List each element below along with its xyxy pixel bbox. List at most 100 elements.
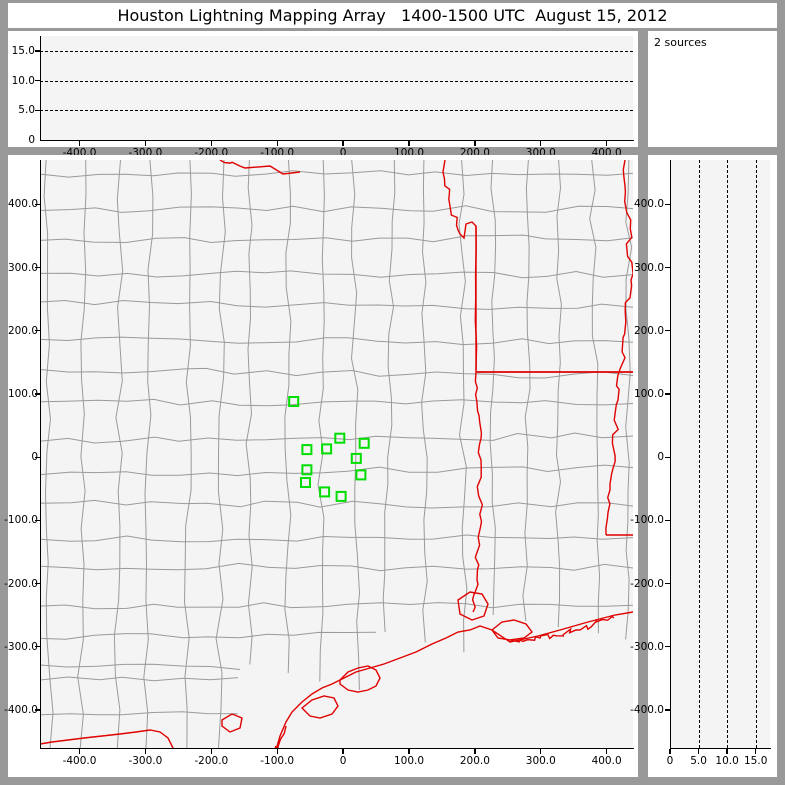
ns-ytick-mark-5 — [665, 393, 671, 395]
xtick-mark-7 — [540, 141, 542, 146]
ns-xtick-mark-3 — [755, 749, 757, 754]
xtick-mark-8 — [605, 141, 608, 146]
coastline — [40, 591, 633, 748]
altitude-ew-ytick-1: 5.0 — [18, 104, 35, 117]
altitude-ns-xtick-3: 15.0 — [743, 755, 768, 767]
xtick-mark-6 — [474, 141, 476, 146]
source-count-panel: 2 sources — [648, 31, 777, 147]
map-xtick-5: 100.0 — [393, 755, 425, 767]
map-xtick-7: 300.0 — [525, 755, 556, 767]
map-xtick-mark-3 — [276, 749, 278, 754]
map-xtick-3: -100.0 — [260, 755, 295, 767]
altitude-vs-east-west-panel: 0 5.0 10.0 15.0 -400.0 -300.0 -200.0 -100.0 0 10… — [8, 31, 638, 159]
altitude-ew-y-axis — [40, 36, 42, 141]
ns-ytick-mark-8 — [665, 203, 671, 205]
altitude-ns-xtick-1: 5.0 — [690, 755, 707, 767]
altitude-ns-ytick-6: 200.0 — [633, 324, 664, 337]
map-ytick-6: 200.0 — [7, 324, 38, 337]
altitude-ns-ytick-1: -300.0 — [630, 640, 664, 653]
map-ytick-4: 0 — [0, 451, 38, 463]
xtick-mark-2 — [210, 141, 212, 146]
ns-xtick-mark-1 — [697, 749, 700, 754]
map-ytick-mark-1 — [35, 646, 41, 648]
map-y-axis — [40, 160, 42, 749]
page-title: Houston Lightning Mapping Array 1400-150… — [117, 6, 668, 25]
map-ytick-mark-4 — [35, 456, 41, 458]
ns-ytick-mark-1 — [665, 646, 671, 648]
map-ytick-0: -400.0 — [4, 704, 38, 717]
altitude-ns-ytick-5: 100.0 — [633, 387, 664, 400]
map-ytick-mark-0 — [35, 709, 41, 711]
altitude-ns-ytick-3: -100.0 — [630, 514, 664, 527]
altitude-vs-north-south-panel: 0 5.0 10.0 15.0 -400.0 -300.0 -200.0 -100.0 0 10… — [630, 155, 777, 777]
altitude-ns-ytick-4: 0 — [657, 451, 664, 464]
altitude-ew-x-axis — [40, 140, 634, 142]
altitude-ew-ytick-2: 10.0 — [11, 74, 35, 87]
ns-xtick-mark-0 — [669, 749, 671, 754]
source-marker — [334, 432, 346, 444]
altitude-ns-ytick-0: -400.0 — [630, 704, 664, 717]
source-marker — [319, 486, 331, 498]
map-ytick-7: 300.0 — [7, 261, 38, 274]
map-xtick-mark-8 — [605, 749, 608, 754]
altitude-ns-y-axis — [670, 160, 672, 749]
map-ytick-mark-8 — [35, 203, 41, 205]
map-xtick-mark-5 — [408, 749, 410, 754]
map-xtick-mark-7 — [540, 749, 542, 754]
source-marker — [358, 437, 370, 449]
map-plot-area[interactable] — [40, 160, 633, 748]
county-boundaries — [40, 160, 633, 748]
xtick-mark-5 — [408, 141, 410, 146]
map-xtick-mark-4 — [342, 749, 344, 754]
source-marker — [301, 464, 313, 476]
source-marker — [301, 444, 313, 456]
source-marker — [350, 452, 362, 464]
altitude-ew-xtick-4: 0 — [339, 147, 347, 159]
plan-view-map-panel[interactable]: -400.0 -300.0 -200.0 -100.0 0 100.0 200.0 300.0… — [4, 155, 638, 777]
altitude-ns-ytick-7: 300.0 — [633, 261, 664, 274]
altitude-ew-ytick-3: 15.0 — [11, 44, 35, 57]
ytick-mark-3 — [35, 50, 41, 52]
map-xtick-4: 0 — [339, 755, 347, 767]
ns-ytick-mark-0 — [665, 709, 671, 711]
map-xtick-mark-6 — [474, 749, 476, 754]
gridline-y-1 — [40, 110, 633, 112]
ns-ytick-mark-2 — [665, 582, 671, 585]
map-ytick-mark-2 — [35, 582, 41, 585]
altitude-ew-plot-area — [40, 36, 633, 140]
source-marker — [355, 469, 367, 481]
map-xtick-0: -400.0 — [62, 755, 97, 767]
map-xtick-1: -300.0 — [128, 755, 163, 767]
xtick-mark-1 — [144, 141, 147, 146]
xtick-mark-4 — [342, 141, 344, 146]
map-ytick-8: 400.0 — [7, 198, 38, 211]
map-xtick-mark-1 — [144, 749, 147, 754]
map-ytick-mark-7 — [35, 266, 41, 269]
altitude-ns-xtick-2: 10.0 — [715, 755, 739, 767]
map-ytick-2: -200.0 — [4, 577, 38, 590]
altitude-ew-ytick-0: 0 — [28, 134, 35, 146]
map-xtick-6: 200.0 — [459, 755, 490, 767]
map-ytick-mark-3 — [35, 519, 41, 522]
gridline-y-2 — [40, 80, 633, 82]
altitude-ns-plot-area — [670, 160, 770, 748]
map-xtick-8: 400.0 — [591, 755, 622, 767]
altitude-ns-ytick-8: 400.0 — [633, 198, 664, 211]
map-xtick-mark-2 — [210, 749, 212, 754]
ytick-mark-1 — [35, 109, 41, 111]
ns-xtick-mark-2 — [726, 749, 728, 754]
ns-ytick-mark-7 — [665, 266, 671, 269]
map-geography — [40, 160, 633, 748]
map-xtick-mark-0 — [78, 749, 81, 754]
gridline-x-3 — [755, 160, 757, 748]
gridline-x-1 — [698, 160, 700, 748]
map-ytick-5: 100.0 — [7, 387, 38, 400]
map-ytick-3: -100.0 — [4, 514, 38, 527]
lightning-source-markers — [288, 396, 370, 502]
state-boundaries — [219, 160, 633, 613]
source-marker — [288, 396, 300, 407]
source-marker — [335, 490, 347, 502]
map-ytick-mark-6 — [35, 330, 41, 332]
xtick-mark-3 — [276, 141, 278, 146]
